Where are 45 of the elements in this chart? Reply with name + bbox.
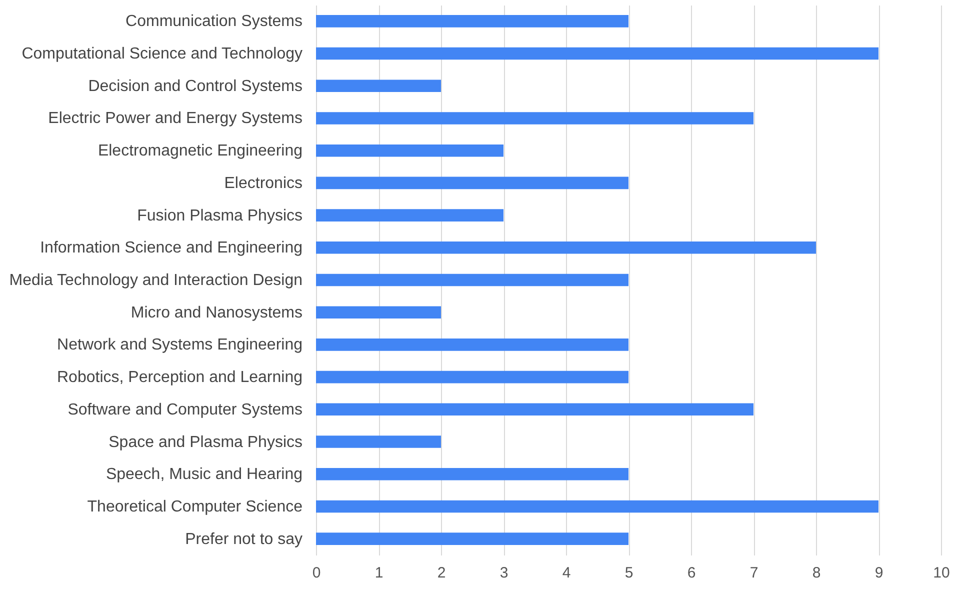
x-tick-label: 1 (374, 564, 384, 582)
y-tick-label: Robotics, Perception and Learning (57, 369, 302, 386)
bar (316, 468, 628, 480)
y-tick-label: Network and Systems Engineering (57, 336, 302, 354)
bar (316, 242, 816, 254)
x-tick-label: 0 (312, 564, 321, 582)
y-tick-label: Electric Power and Energy Systems (48, 110, 302, 128)
y-tick-label: Micro and Nanosystems (130, 304, 302, 322)
y-tick-label: Computational Science and Technology (22, 46, 302, 63)
bar (316, 176, 628, 190)
y-tick-label: Speech, Music and Hearing (106, 466, 302, 484)
bar (316, 80, 441, 92)
bar (316, 370, 628, 384)
bar (316, 209, 504, 222)
x-tick-label: 10 (933, 564, 950, 582)
bar (316, 306, 441, 318)
y-tick-label: Media Technology and Interaction Design (9, 272, 302, 289)
bar (316, 436, 441, 448)
bar (316, 338, 628, 351)
bar (316, 532, 628, 545)
bar (316, 15, 628, 28)
x-tick-label: 2 (437, 564, 446, 582)
bar (316, 500, 878, 513)
bar (316, 144, 504, 157)
x-tick-label: 8 (812, 564, 821, 582)
bar (316, 403, 754, 416)
x-tick-label: 6 (687, 564, 696, 582)
x-tick-label: 9 (874, 564, 884, 582)
y-tick-label: Prefer not to say (185, 530, 302, 548)
y-tick-label: Information Science and Engineering (40, 240, 302, 257)
y-tick-label: Space and Plasma Physics (108, 434, 302, 451)
y-tick-label: Electromagnetic Engineering (98, 142, 302, 160)
y-tick-label: Software and Computer Systems (68, 401, 302, 418)
x-tick-label: 4 (562, 564, 571, 582)
y-tick-label: Electronics (224, 174, 302, 192)
x-tick-label: 3 (500, 564, 508, 582)
bar (316, 112, 754, 124)
x-tick-label: 5 (624, 564, 634, 582)
y-tick-label: Decision and Control Systems (88, 78, 302, 95)
y-tick-label: Communication Systems (126, 13, 302, 30)
bar (316, 47, 878, 60)
x-tick-label: 7 (750, 564, 758, 582)
y-tick-label: Theoretical Computer Science (87, 498, 303, 516)
bar (316, 274, 628, 286)
y-tick-label: Fusion Plasma Physics (137, 207, 302, 224)
